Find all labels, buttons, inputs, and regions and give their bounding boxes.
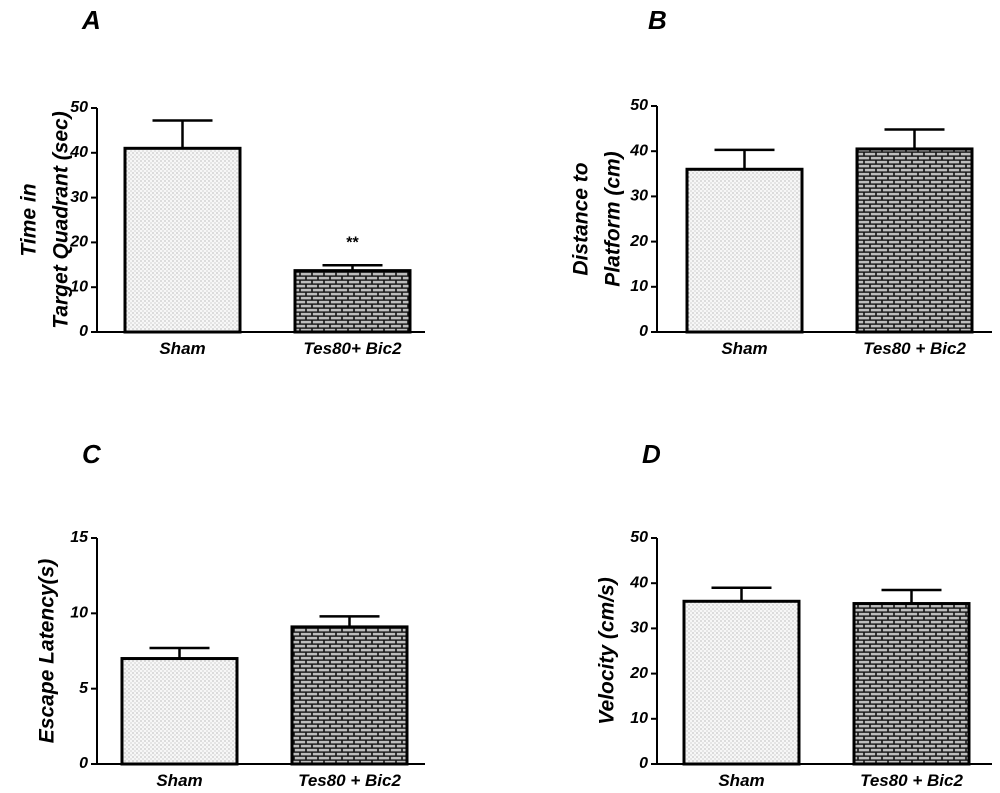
x-category-label: Sham — [718, 771, 764, 790]
chart-panel-c: C 0 5 10 15 Sham Tes80 + Bic2 Escape Latency(s) — [36, 439, 425, 790]
chart-panel-a: A 0 10 20 30 40 50 Sham Tes80+ Bic2 ** Time in Targ… — [18, 5, 425, 358]
y-tick-label: 40 — [629, 574, 648, 591]
y-tick-label: 20 — [69, 234, 88, 251]
x-category-label: Tes80+ Bic2 — [303, 339, 402, 358]
x-category-label: Tes80 + Bic2 — [298, 771, 401, 790]
y-tick-label: 0 — [639, 755, 648, 772]
chart-panel-b: B 0 10 20 30 40 50 Sham Tes80 + Bic2 Distance to P… — [570, 5, 992, 358]
y-tick-label: 10 — [70, 278, 88, 295]
chart-panel-d: D 0 10 20 30 40 50 Sham Tes80 + Bic2 Velocity (cm… — [596, 439, 992, 790]
y-axis-label: Time in — [18, 183, 41, 256]
y-tick-label: 50 — [630, 97, 648, 114]
x-category-label: Sham — [156, 771, 202, 790]
y-axis-label: Target Quadrant (sec) — [50, 111, 73, 328]
y-tick-label: 50 — [630, 529, 648, 546]
y-tick-label: 30 — [70, 189, 88, 206]
bar-treatment — [293, 269, 412, 334]
y-tick-label: 10 — [70, 605, 88, 622]
y-tick-label: 20 — [629, 665, 648, 682]
panel-letter: B — [648, 5, 667, 35]
significance-label: ** — [346, 234, 359, 251]
y-tick-label: 0 — [639, 323, 648, 340]
y-tick-label: 0 — [79, 755, 88, 772]
bar-sham — [123, 146, 242, 334]
y-tick-label: 10 — [630, 278, 648, 295]
y-tick-label: 5 — [79, 680, 89, 697]
panel-letter: A — [81, 5, 101, 35]
bar-sham — [120, 657, 239, 766]
y-tick-label: 50 — [70, 99, 88, 116]
bar-sham — [685, 167, 804, 334]
y-tick-label: 40 — [69, 144, 88, 161]
bar-treatment — [852, 602, 971, 766]
y-tick-label: 30 — [630, 620, 648, 637]
y-axis-label: Distance to — [570, 162, 593, 275]
y-tick-label: 0 — [79, 323, 88, 340]
x-category-label: Tes80 + Bic2 — [863, 339, 966, 358]
y-tick-label: 10 — [630, 710, 648, 727]
bar-treatment — [290, 625, 409, 766]
bar-treatment — [855, 147, 974, 334]
y-axis-label: Escape Latency(s) — [36, 559, 59, 743]
bar-sham — [682, 599, 801, 766]
y-tick-label: 30 — [630, 188, 648, 205]
y-tick-label: 20 — [629, 233, 648, 250]
x-category-label: Tes80 + Bic2 — [860, 771, 963, 790]
x-category-label: Sham — [721, 339, 767, 358]
panel-letter: C — [82, 439, 102, 469]
panel-letter: D — [642, 439, 661, 469]
y-axis-label: Velocity (cm/s) — [596, 577, 619, 724]
y-axis-label: Platform (cm) — [602, 151, 625, 286]
y-tick-label: 40 — [629, 142, 648, 159]
x-category-label: Sham — [159, 339, 205, 358]
y-tick-label: 15 — [70, 529, 89, 546]
